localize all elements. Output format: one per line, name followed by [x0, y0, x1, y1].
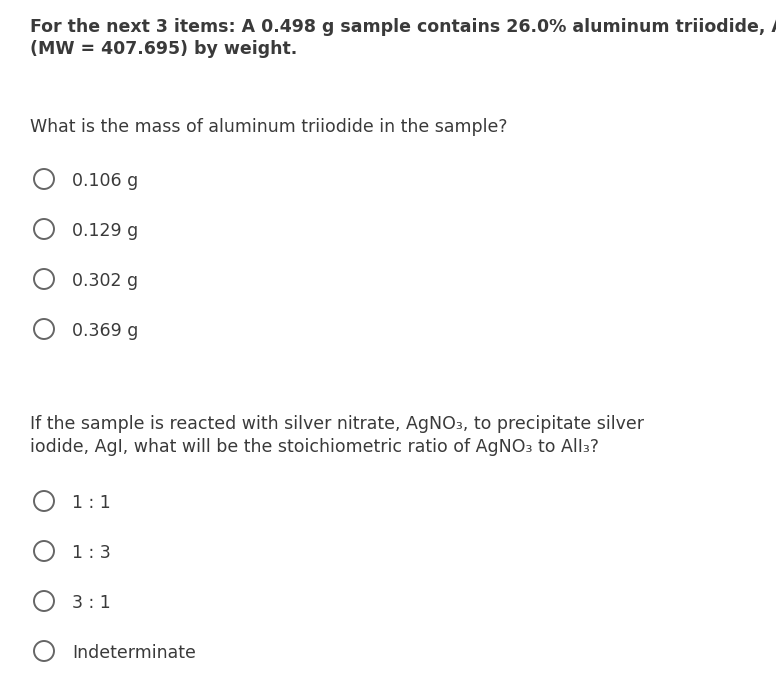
Text: 3 : 1: 3 : 1 — [72, 594, 111, 612]
Text: 0.129 g: 0.129 g — [72, 222, 138, 240]
Text: If the sample is reacted with silver nitrate, AgNO₃, to precipitate silver: If the sample is reacted with silver nit… — [30, 415, 644, 433]
Text: For the next 3 items: A 0.498 g sample contains 26.0% aluminum triiodide, AlI₃,: For the next 3 items: A 0.498 g sample c… — [30, 18, 776, 36]
Text: 0.369 g: 0.369 g — [72, 322, 138, 340]
Text: What is the mass of aluminum triiodide in the sample?: What is the mass of aluminum triiodide i… — [30, 118, 508, 136]
Text: Indeterminate: Indeterminate — [72, 644, 196, 662]
Text: (MW = 407.695) by weight.: (MW = 407.695) by weight. — [30, 40, 297, 58]
Text: 1 : 1: 1 : 1 — [72, 494, 111, 512]
Text: 0.302 g: 0.302 g — [72, 272, 138, 290]
Text: 1 : 3: 1 : 3 — [72, 544, 111, 562]
Text: iodide, AgI, what will be the stoichiometric ratio of AgNO₃ to AlI₃?: iodide, AgI, what will be the stoichiome… — [30, 438, 599, 456]
Text: 0.106 g: 0.106 g — [72, 172, 138, 190]
